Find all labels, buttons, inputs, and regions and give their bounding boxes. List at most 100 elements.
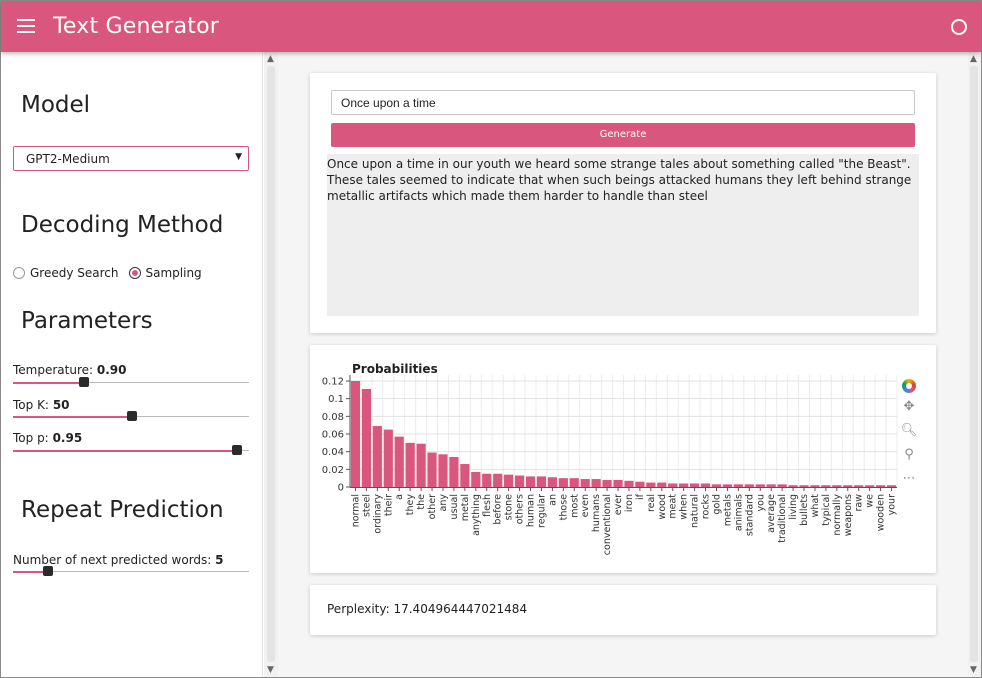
y-tick-label: 0 (338, 483, 344, 494)
x-tick-label-bullets: bullets (799, 494, 810, 526)
bar-when (679, 483, 689, 487)
bar-other (427, 452, 437, 487)
zoom-icon[interactable]: 🔍︎ (900, 423, 918, 438)
bar-conventional (602, 479, 612, 487)
generated-text: Once upon a time in our youth we heard s… (327, 154, 919, 316)
bar-typical (821, 485, 831, 487)
bar-usual (449, 456, 459, 487)
x-tick-label-others: others (515, 494, 526, 524)
chevron-down-icon: ▼ (235, 152, 242, 162)
x-tick-label-normally: normally (832, 494, 843, 536)
x-tick-label-they: they (405, 494, 416, 516)
bar-metal (460, 464, 470, 487)
greedy-search-radio[interactable] (13, 267, 25, 279)
x-tick-label-the: the (416, 494, 427, 510)
bar-anything (471, 471, 481, 487)
top-p-slider[interactable] (13, 445, 249, 457)
generate-button[interactable]: Generate (331, 123, 915, 147)
bar-gold (711, 484, 722, 487)
more-icon[interactable]: ⋯ (902, 471, 916, 486)
bar-those (558, 478, 568, 487)
bokeh-logo-icon[interactable] (902, 379, 916, 393)
temperature-slider-handle[interactable] (78, 377, 89, 387)
bar-normally (832, 485, 842, 487)
main-scroll-thumb[interactable] (970, 66, 978, 662)
sidebar-scrollbar[interactable]: ▲ ▼ (264, 52, 278, 677)
top-p-label: Top p: 0.95 (13, 431, 82, 445)
sidebar-scroll-thumb[interactable] (267, 66, 275, 662)
top-p-slider-handle[interactable] (232, 445, 243, 455)
scroll-down-icon[interactable]: ▼ (970, 665, 977, 675)
scroll-down-icon[interactable]: ▼ (267, 665, 274, 675)
x-tick-label-steel: steel (361, 494, 372, 517)
app-header: Text Generator (1, 1, 981, 52)
bar-raw (854, 485, 864, 487)
x-tick-label-regular: regular (536, 494, 547, 528)
x-tick-label-what: what (810, 494, 821, 518)
sampling-radio[interactable] (128, 267, 141, 279)
bar-regular (536, 476, 547, 487)
y-tick-label: 0.06 (322, 430, 344, 441)
model-select[interactable]: GPT2-Medium ▼ (13, 146, 249, 171)
top-k-label-text: Top K: (13, 398, 49, 412)
bar-ever (613, 479, 623, 487)
sidebar: Model GPT2-Medium ▼ Decoding Method Gree… (1, 52, 263, 677)
bar-wood (657, 482, 667, 487)
bar-we (865, 485, 875, 487)
perplexity-text: Perplexity: 17.404964447021484 (327, 602, 528, 616)
x-tick-label-even: even (580, 494, 591, 517)
bar-your (886, 485, 897, 487)
bar-weapons (843, 485, 853, 487)
greedy-search-label[interactable]: Greedy Search (30, 266, 119, 280)
main-scrollbar[interactable]: ▲ ▼ (968, 52, 981, 677)
x-tick-label-ordinary: ordinary (372, 494, 383, 534)
bar-what (810, 485, 820, 487)
bar-normal (350, 381, 361, 487)
next-words-label-text: Number of next predicted words: (13, 553, 212, 567)
x-tick-label-conventional: conventional (602, 494, 613, 555)
bar-average (766, 484, 776, 487)
bar-they (405, 442, 415, 487)
busy-indicator-icon (951, 19, 967, 35)
x-tick-label-other: other (427, 494, 438, 519)
bar-an (547, 477, 557, 487)
x-tick-label-flesh: flesh (482, 494, 493, 517)
x-tick-label-weapons: weapons (843, 494, 854, 536)
x-tick-label-if: if (635, 493, 646, 500)
x-tick-label-rocks: rocks (701, 494, 712, 519)
scroll-up-icon[interactable]: ▲ (267, 54, 274, 64)
x-tick-label-normal: normal (350, 494, 361, 527)
prompt-input[interactable] (331, 90, 915, 115)
bar-wooden (875, 485, 886, 487)
x-tick-label-those: those (558, 494, 569, 521)
temperature-slider[interactable] (13, 377, 249, 389)
x-tick-label-standard: standard (744, 494, 755, 536)
menu-icon[interactable] (17, 19, 35, 33)
x-tick-label-your: your (887, 494, 898, 515)
next-words-slider-handle[interactable] (43, 566, 54, 576)
pan-icon[interactable]: ✥ (903, 399, 915, 414)
x-tick-label-metals: metals (722, 494, 733, 526)
bar-living (788, 485, 798, 487)
perplexity-card: Perplexity: 17.404964447021484 (310, 585, 936, 635)
x-tick-label-humans: humans (591, 494, 602, 532)
sampling-label[interactable]: Sampling (145, 266, 202, 280)
x-tick-label-meat: meat (668, 494, 679, 519)
x-tick-label-an: an (547, 494, 558, 506)
bar-ordinary (372, 426, 382, 487)
x-tick-label-a: a (394, 494, 405, 500)
main-area: Generate Once upon a time in our youth w… (278, 52, 968, 677)
top-k-slider-handle[interactable] (127, 411, 138, 421)
y-tick-label: 0.1 (328, 394, 344, 405)
x-tick-label-iron: iron (624, 494, 635, 512)
top-k-slider[interactable] (13, 411, 249, 423)
next-words-slider[interactable] (13, 566, 249, 578)
bar-animals (733, 484, 743, 487)
bar-humans (591, 479, 601, 487)
x-tick-label-animals: animals (733, 494, 744, 531)
hover-icon[interactable]: ⚲ (904, 447, 914, 462)
scroll-up-icon[interactable]: ▲ (970, 54, 977, 64)
bar-you (755, 484, 765, 487)
x-tick-label-wooden: wooden (876, 494, 887, 531)
x-tick-label-gold: gold (711, 494, 722, 515)
